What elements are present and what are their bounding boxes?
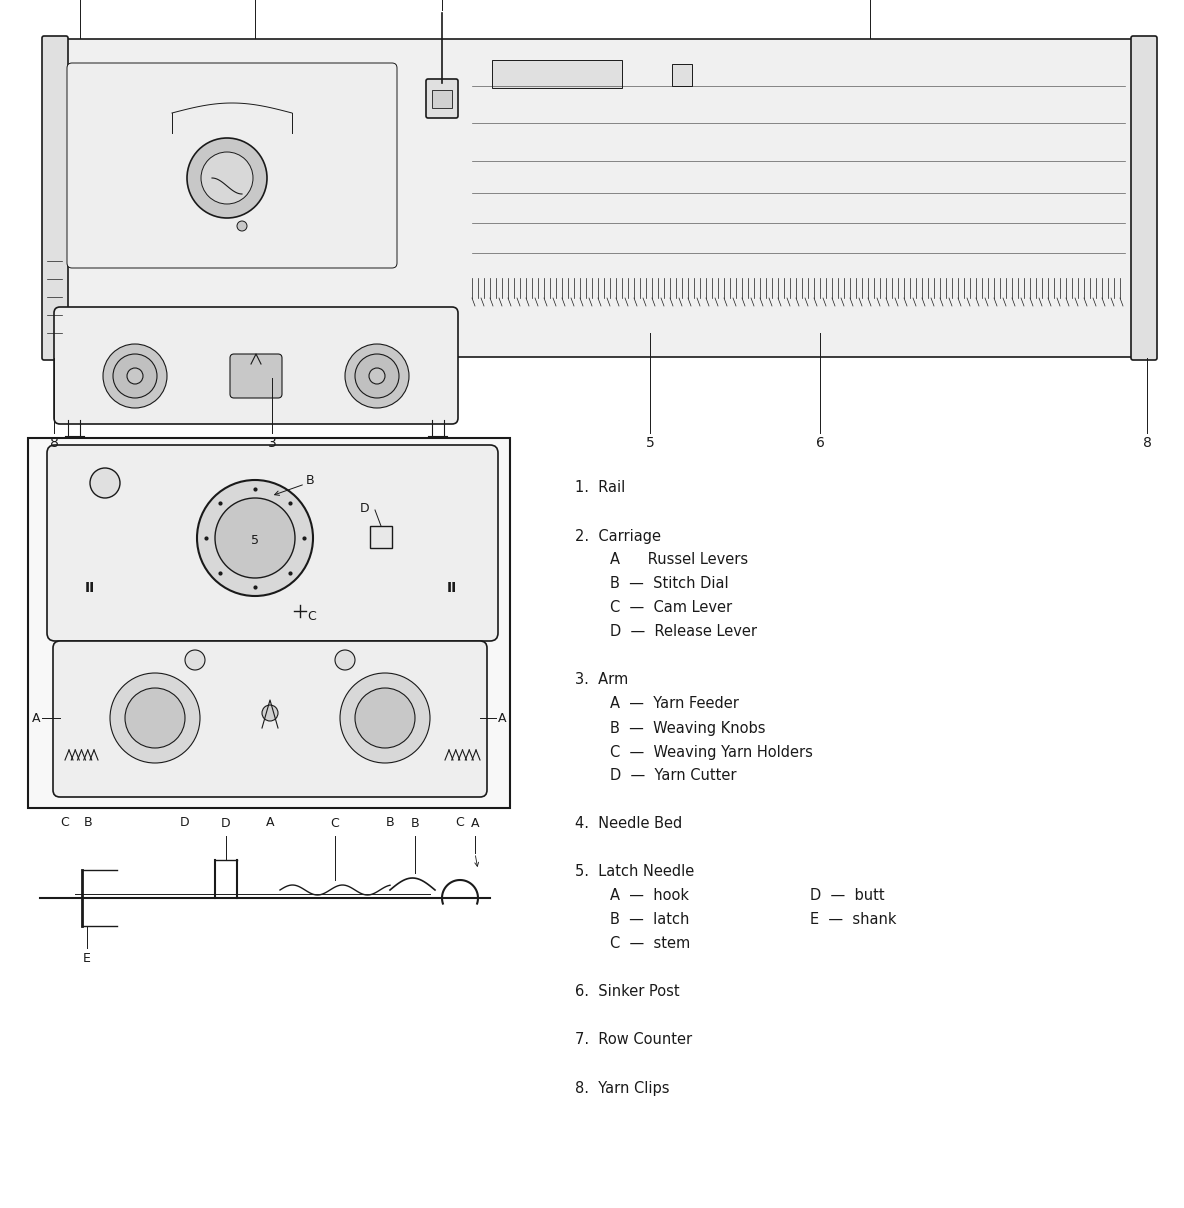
Text: 8.  Yarn Clips: 8. Yarn Clips (575, 1080, 669, 1096)
Text: C: C (456, 815, 464, 829)
Text: E  —  shank: E — shank (810, 912, 896, 928)
Text: A: A (471, 817, 480, 830)
Circle shape (262, 705, 278, 721)
Text: 6.  Sinker Post: 6. Sinker Post (575, 985, 680, 999)
Circle shape (355, 354, 399, 397)
Circle shape (369, 368, 385, 384)
Text: C: C (330, 817, 340, 830)
Text: 8: 8 (50, 436, 58, 451)
Text: B: B (84, 815, 92, 829)
Text: B  —  latch: B — latch (610, 912, 689, 928)
Bar (28, 439, 510, 808)
Text: B: B (305, 474, 314, 487)
Bar (673, 64, 691, 86)
Text: 5: 5 (645, 436, 655, 451)
Text: 5: 5 (251, 534, 259, 546)
Text: C  —  stem: C — stem (610, 936, 690, 952)
Text: 7.  Row Counter: 7. Row Counter (575, 1033, 693, 1047)
Text: E: E (83, 952, 91, 965)
Circle shape (90, 467, 120, 498)
Text: A  —  hook: A — hook (610, 889, 689, 904)
Circle shape (355, 689, 416, 748)
Text: 4.  Needle Bed: 4. Needle Bed (575, 817, 682, 831)
FancyBboxPatch shape (1131, 36, 1157, 360)
Circle shape (201, 152, 253, 204)
Text: 3.  Arm: 3. Arm (575, 673, 629, 687)
FancyBboxPatch shape (53, 641, 487, 797)
Text: D: D (360, 501, 369, 515)
Text: 3: 3 (268, 436, 276, 451)
Text: D: D (180, 815, 189, 829)
Text: B: B (386, 815, 394, 829)
FancyBboxPatch shape (41, 36, 67, 360)
Text: C  —  Weaving Yarn Holders: C — Weaving Yarn Holders (610, 744, 813, 760)
Text: C: C (60, 815, 70, 829)
Circle shape (110, 673, 200, 763)
Text: 6: 6 (816, 436, 824, 451)
Text: 1.  Rail: 1. Rail (575, 481, 625, 495)
Text: 2.  Carriage: 2. Carriage (575, 529, 661, 544)
Text: II: II (85, 581, 95, 596)
Text: B: B (411, 817, 419, 830)
Circle shape (127, 368, 143, 384)
Circle shape (197, 480, 313, 596)
Text: A: A (32, 712, 40, 725)
FancyBboxPatch shape (47, 445, 498, 641)
Circle shape (187, 138, 268, 217)
Text: B  —  Weaving Knobs: B — Weaving Knobs (610, 720, 766, 736)
Circle shape (215, 498, 295, 577)
Text: D  —  Release Lever: D — Release Lever (610, 625, 757, 639)
Circle shape (112, 354, 157, 397)
FancyBboxPatch shape (49, 39, 1148, 358)
Text: A      Russel Levers: A Russel Levers (610, 552, 748, 568)
FancyBboxPatch shape (426, 79, 458, 118)
Text: D: D (221, 817, 231, 830)
Text: D  —  Yarn Cutter: D — Yarn Cutter (610, 768, 736, 784)
FancyBboxPatch shape (230, 354, 282, 397)
Text: C  —  Cam Lever: C — Cam Lever (610, 600, 732, 616)
Text: B  —  Stitch Dial: B — Stitch Dial (610, 576, 728, 592)
Circle shape (335, 650, 355, 670)
Text: D  —  butt: D — butt (810, 889, 884, 904)
FancyBboxPatch shape (67, 63, 397, 268)
Text: A  —  Yarn Feeder: A — Yarn Feeder (610, 697, 739, 712)
Text: A: A (497, 712, 507, 725)
Circle shape (185, 650, 205, 670)
Bar (432, 91, 452, 108)
FancyBboxPatch shape (54, 307, 458, 424)
Text: 8: 8 (1143, 436, 1151, 451)
Circle shape (237, 221, 247, 231)
Text: II: II (446, 581, 457, 596)
Bar (369, 525, 392, 548)
Text: A: A (265, 815, 275, 829)
Circle shape (103, 344, 167, 408)
Circle shape (345, 344, 408, 408)
Text: C: C (308, 610, 316, 623)
Bar (493, 60, 622, 88)
Text: 5.  Latch Needle: 5. Latch Needle (575, 865, 694, 879)
Circle shape (340, 673, 430, 763)
Circle shape (126, 689, 185, 748)
